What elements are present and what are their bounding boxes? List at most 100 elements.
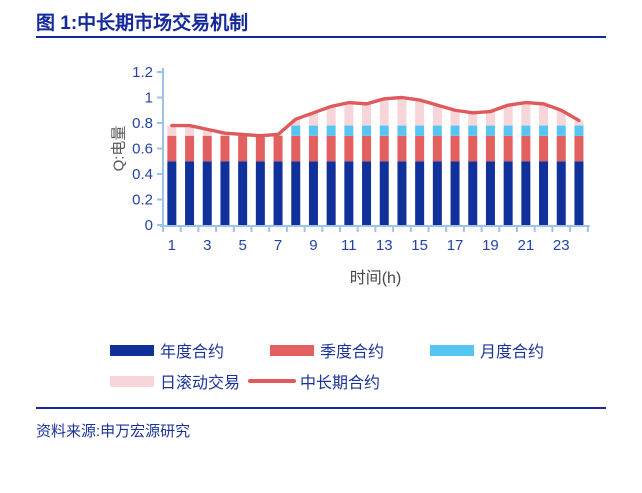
x-tick-label: 1 — [168, 237, 176, 254]
bar-segment — [185, 161, 195, 225]
bar-segment — [415, 100, 425, 126]
bar-segment — [468, 112, 478, 126]
bar-segment — [556, 135, 566, 162]
x-tick-label: 13 — [376, 237, 393, 254]
bar-segment — [185, 135, 195, 162]
bar-segment — [238, 161, 248, 225]
bar-segment — [344, 102, 354, 126]
legend-item: 季度合约 — [270, 338, 384, 362]
bar-segment — [397, 97, 407, 126]
bar-segment — [485, 125, 495, 136]
bar-segment — [468, 135, 478, 162]
bar-segment — [273, 135, 283, 162]
bar-segment — [344, 161, 354, 225]
bar-segment — [574, 120, 584, 126]
bar-segment — [432, 105, 442, 126]
x-tick-label: 23 — [553, 237, 570, 254]
bar-segment — [521, 102, 531, 126]
legend-item: 年度合约 — [110, 338, 224, 362]
legend-label: 月度合约 — [480, 344, 545, 361]
y-tick-label: 1.2 — [132, 64, 153, 81]
y-tick-label: 0.4 — [132, 166, 153, 183]
x-tick-label: 19 — [482, 237, 499, 254]
bar-segment — [344, 135, 354, 162]
bar-segment — [167, 125, 177, 136]
bar-segment — [539, 161, 549, 225]
bar-segment — [362, 135, 372, 162]
bar-segment — [326, 135, 336, 162]
bar-segment — [379, 98, 389, 126]
legend-item: 日滚动交易 — [110, 369, 240, 393]
bar-segment — [291, 135, 301, 162]
bar-segment — [255, 135, 265, 162]
bar-segment — [326, 106, 336, 126]
bar-segment — [220, 161, 230, 225]
bar-segment — [503, 135, 513, 162]
bar-segment — [539, 125, 549, 136]
bar-segment — [185, 125, 195, 136]
bar-segment — [556, 110, 566, 126]
bar-segment — [291, 119, 301, 126]
x-tick-label: 3 — [203, 237, 211, 254]
y-tick-label: 1 — [145, 90, 153, 107]
legend-swatch-bar — [110, 344, 154, 356]
legend-row-1: 年度合约 季度合约 月度合约 — [110, 338, 544, 362]
y-tick-label: 0.6 — [132, 141, 153, 158]
legend-item: 月度合约 — [430, 338, 544, 362]
bar-segment — [308, 161, 318, 225]
legend-label: 季度合约 — [320, 344, 385, 361]
bar-segment — [379, 135, 389, 162]
bar-segment — [291, 125, 301, 136]
bar-segment — [521, 125, 531, 136]
title-underline — [36, 36, 606, 38]
y-tick-label: 0.2 — [132, 192, 153, 209]
bar-segment — [167, 161, 177, 225]
bar-segment — [415, 125, 425, 136]
legend-swatch-bar — [430, 344, 475, 356]
bar-segment — [238, 135, 248, 162]
bar-segment — [379, 161, 389, 225]
bar-segment — [503, 125, 513, 136]
legend-item: 中长期合约 — [248, 369, 380, 393]
x-tick-label: 15 — [411, 237, 428, 254]
bar-segment — [291, 161, 301, 225]
y-axis-label: Q:电量 — [110, 125, 128, 172]
bar-segment — [450, 110, 460, 126]
bar-segment — [379, 125, 389, 136]
chart-canvas: 00.20.40.60.811.21 3 5 7 9 11 13 15 17 19 21 23 — [132, 64, 590, 254]
bar-segment — [326, 161, 336, 225]
bar-segment — [362, 125, 372, 136]
bar-segment — [468, 161, 478, 225]
bar-segment — [539, 103, 549, 126]
x-axis-label: 时间(h) — [349, 270, 402, 287]
legend-swatch-bar — [110, 375, 154, 387]
bar-segment — [432, 125, 442, 136]
bar-segment — [556, 125, 566, 136]
y-tick-label: 0.8 — [132, 115, 153, 132]
bar-segment — [485, 135, 495, 162]
bar-segment — [326, 125, 336, 136]
legend-swatch-line — [248, 379, 297, 383]
figure-title: 图 1:中长期市场交易机制 — [36, 13, 249, 34]
legend-label: 年度合约 — [160, 344, 225, 361]
bar-segment — [556, 161, 566, 225]
y-tick-label: 0 — [145, 217, 153, 234]
bar-segment — [273, 161, 283, 225]
bar-segment — [202, 129, 212, 136]
bar-segment — [503, 161, 513, 225]
x-tick-label: 9 — [309, 237, 317, 254]
bar-segment — [574, 161, 584, 225]
source-note: 资料来源:申万宏源研究 — [36, 423, 191, 440]
source-divider — [36, 407, 606, 409]
x-tick-label: 17 — [447, 237, 464, 254]
bar-segment — [450, 135, 460, 162]
bar-segment — [202, 135, 212, 162]
x-tick-label: 5 — [238, 237, 246, 254]
x-tick-label: 21 — [518, 237, 535, 254]
bar-segment — [521, 161, 531, 225]
x-tick-label: 7 — [274, 237, 282, 254]
bar-segment — [415, 135, 425, 162]
bar-segment — [574, 125, 584, 136]
bar-segment — [574, 135, 584, 162]
